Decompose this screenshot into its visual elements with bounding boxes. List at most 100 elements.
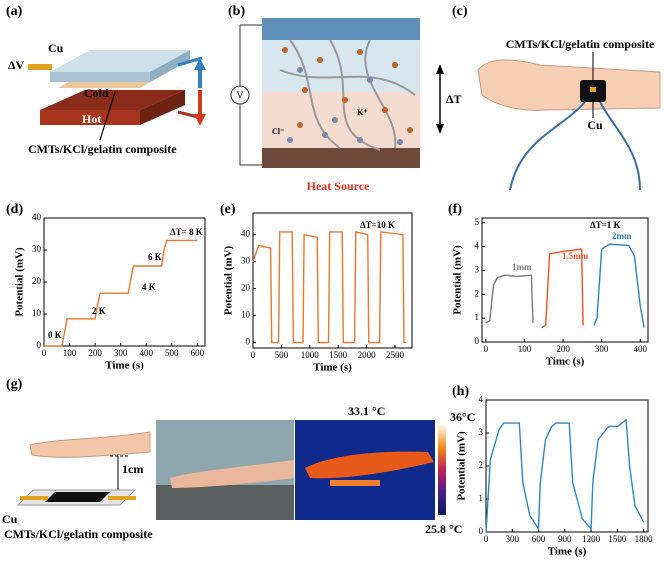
- x-tick-label: 600: [191, 348, 205, 358]
- series-line: [485, 274, 534, 324]
- y-tick-label: 30: [241, 256, 251, 266]
- label: CMTs/KCl/gelatin composite: [506, 37, 655, 51]
- series-line: [485, 418, 645, 533]
- y-tick-label: 40: [241, 229, 251, 239]
- device-illustration: [28, 50, 206, 141]
- annotation: ΔT=10 K: [360, 220, 395, 230]
- x-tick-label: 300: [595, 344, 609, 354]
- label: Hot: [82, 112, 101, 126]
- y-tick-label: 0: [475, 336, 480, 346]
- plot-frame: [481, 217, 649, 343]
- x-tick-label: 200: [556, 344, 570, 354]
- arm-illustration: [477, 52, 661, 191]
- series-line: [44, 239, 198, 347]
- label: ΔT: [446, 92, 462, 106]
- panel-label: (f): [448, 202, 462, 217]
- y-axis-label: Potential (mV): [14, 247, 26, 317]
- label: 36°C: [450, 410, 475, 424]
- y-tick-label: 10: [241, 310, 251, 320]
- x-axis-label: Time (s): [105, 360, 144, 372]
- cell-illustration: V: [230, 18, 444, 168]
- annotation: 0 K: [48, 330, 62, 340]
- label: 25.8 °C: [425, 522, 462, 536]
- x-tick-label: 2000: [358, 350, 377, 360]
- series-line: [593, 243, 645, 328]
- label: Cl⁻: [272, 127, 284, 136]
- y-axis-label: Potential (mV): [456, 431, 468, 501]
- label: 33.1 °C: [348, 404, 385, 418]
- label: Cu: [48, 41, 64, 55]
- label: Cold: [84, 86, 109, 100]
- y-tick-label: 10: [32, 308, 42, 318]
- svg-text:V: V: [236, 90, 244, 101]
- x-tick-label: 0: [251, 350, 256, 360]
- y-tick-label: 20: [32, 276, 42, 286]
- x-tick-label: 0: [484, 344, 489, 354]
- x-tick-label: 1800: [635, 534, 654, 544]
- x-tick-label: 200: [88, 348, 102, 358]
- x-tick-label: 400: [634, 344, 648, 354]
- x-tick-label: 400: [139, 348, 153, 358]
- label: CMTs/KCl/gelatin composite: [28, 142, 177, 156]
- label: CMTs/KCl/gelatin composite: [4, 527, 153, 541]
- y-tick-label: 4: [475, 241, 480, 251]
- annotation: 2 K: [92, 306, 106, 316]
- x-tick-label: 500: [165, 348, 179, 358]
- x-tick-label: 600: [532, 534, 546, 544]
- x-axis-label: Time (s): [313, 362, 352, 374]
- y-axis-label: Potential (mV): [223, 245, 235, 315]
- x-tick-label: 1500: [608, 534, 627, 544]
- thermal-image: [295, 420, 446, 520]
- x-tick-label: 100: [63, 348, 77, 358]
- panel-label: (h): [452, 384, 469, 399]
- x-axis-label: Time (s): [548, 546, 587, 558]
- y-tick-label: 2: [479, 460, 484, 470]
- y-axis-label: Potential (mV): [452, 245, 464, 315]
- y-tick-label: 0: [37, 340, 42, 350]
- photo: [156, 420, 294, 520]
- annotation: 4 K: [142, 282, 156, 292]
- x-tick-label: 2500: [386, 350, 405, 360]
- x-tick-label: 500: [275, 350, 289, 360]
- label: Cu: [2, 512, 18, 526]
- label: Cu: [587, 118, 603, 132]
- panel-label: (b): [228, 4, 245, 19]
- label: Heat Source: [307, 179, 370, 193]
- x-tick-label: 100: [518, 344, 532, 354]
- panel-label: (c): [452, 4, 468, 19]
- y-tick-label: 5: [475, 217, 480, 227]
- y-tick-label: 4: [479, 394, 484, 404]
- x-tick-label: 1200: [582, 534, 601, 544]
- annotation: ΔT= 8 K: [170, 227, 203, 237]
- y-tick-label: 30: [32, 244, 42, 254]
- panel-label: (e): [220, 202, 236, 217]
- y-tick-label: 40: [32, 212, 42, 222]
- y-tick-label: 2: [475, 288, 480, 298]
- y-tick-label: 1: [479, 493, 484, 503]
- panel-label: (g): [6, 377, 23, 392]
- series-line: [252, 231, 407, 344]
- y-tick-label: 20: [241, 283, 251, 293]
- series-label: 2mm: [612, 231, 632, 241]
- annotation: ΔT=1 K: [590, 220, 621, 230]
- label: ΔV: [8, 58, 25, 72]
- x-tick-label: 1500: [329, 350, 348, 360]
- y-tick-label: 0: [479, 526, 484, 536]
- label: 1cm: [122, 462, 143, 476]
- x-tick-label: 0: [484, 534, 489, 544]
- y-tick-label: 1: [475, 312, 480, 322]
- label: K⁺: [357, 108, 367, 117]
- x-tick-label: 1000: [301, 350, 320, 360]
- x-tick-label: 0: [42, 348, 47, 358]
- y-tick-label: 3: [479, 427, 484, 437]
- x-axis-label: Timc (s): [546, 356, 585, 368]
- panel-label: (d): [6, 202, 23, 217]
- series-line: [541, 248, 584, 329]
- x-tick-label: 300: [114, 348, 128, 358]
- series-label: 1.5mm: [562, 251, 589, 261]
- x-tick-label: 900: [558, 534, 572, 544]
- hand-illustration: [16, 431, 151, 506]
- annotation: 6 K: [148, 252, 162, 262]
- y-tick-label: 3: [475, 265, 480, 275]
